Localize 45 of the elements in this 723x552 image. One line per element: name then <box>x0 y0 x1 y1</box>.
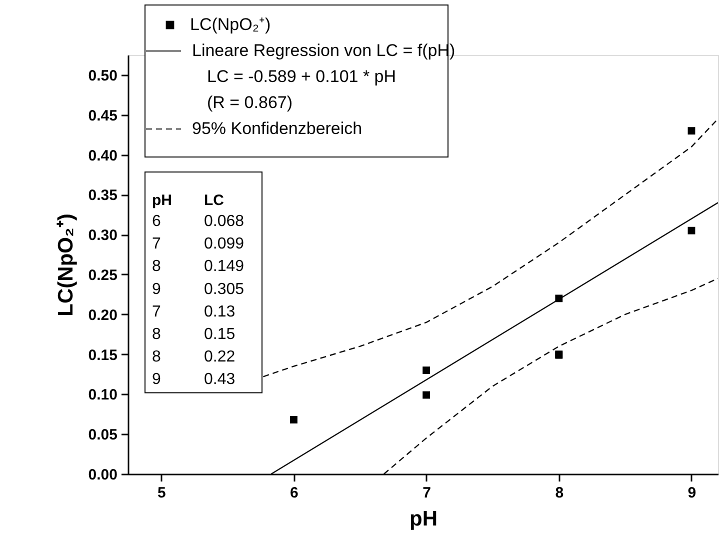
annotation: (R = 0.867) <box>207 93 293 112</box>
annotation: 7 <box>152 236 161 253</box>
point <box>422 366 430 374</box>
point <box>290 416 298 424</box>
annotation: 0.43 <box>204 371 236 388</box>
annotation: 8 <box>152 326 161 343</box>
point <box>688 226 696 234</box>
y-tick-label: 0.40 <box>88 147 118 164</box>
x-tick-label: 6 <box>290 484 298 502</box>
annotation: 9 <box>152 280 161 298</box>
y-tick-label: 0.10 <box>88 386 118 404</box>
annotation: 8 <box>152 348 161 366</box>
y-tick-label: 0.45 <box>88 107 118 124</box>
y-axis-title: LC(NpO₂⁺) <box>54 214 78 316</box>
annotation: 7 <box>152 303 161 320</box>
y-tick-label: 0.50 <box>88 67 118 84</box>
annotation: 0.149 <box>204 258 244 276</box>
annotation: pH <box>152 192 172 209</box>
legend-label: LC(NpO₂⁺) <box>190 15 271 34</box>
x-tick-label: 5 <box>157 484 166 502</box>
x-axis-title: pH <box>410 508 438 530</box>
annotation: LC = -0.589 + 0.101 * pH <box>207 67 396 86</box>
y-tick-label: 0.25 <box>88 266 118 284</box>
annotation: 0.22 <box>204 348 236 366</box>
y-tick-label: 0.00 <box>88 466 118 484</box>
annotation: LC <box>204 192 224 209</box>
annotation: 0.099 <box>204 236 244 253</box>
y-tick-label: 0.30 <box>88 227 118 244</box>
x-tick-label: 9 <box>688 484 696 502</box>
point <box>688 127 696 135</box>
legend-label: 95% Konfidenzbereich <box>192 119 362 138</box>
annotation: 6 <box>152 213 161 230</box>
annotation: 0.068 <box>204 213 244 230</box>
y-tick-label: 0.35 <box>88 187 118 204</box>
y-tick-label: 0.15 <box>88 346 118 364</box>
point <box>422 391 430 399</box>
annotation: 9 <box>152 371 161 388</box>
x-tick-label: 8 <box>555 484 564 502</box>
annotation: 0.13 <box>204 303 236 320</box>
y-tick-label: 0.20 <box>88 306 118 324</box>
y-tick-label: 0.05 <box>88 426 118 444</box>
annotation: 0.15 <box>204 326 236 343</box>
annotation: 8 <box>152 258 161 276</box>
annotation: 0.305 <box>204 280 244 298</box>
x-tick-label: 7 <box>422 484 431 502</box>
